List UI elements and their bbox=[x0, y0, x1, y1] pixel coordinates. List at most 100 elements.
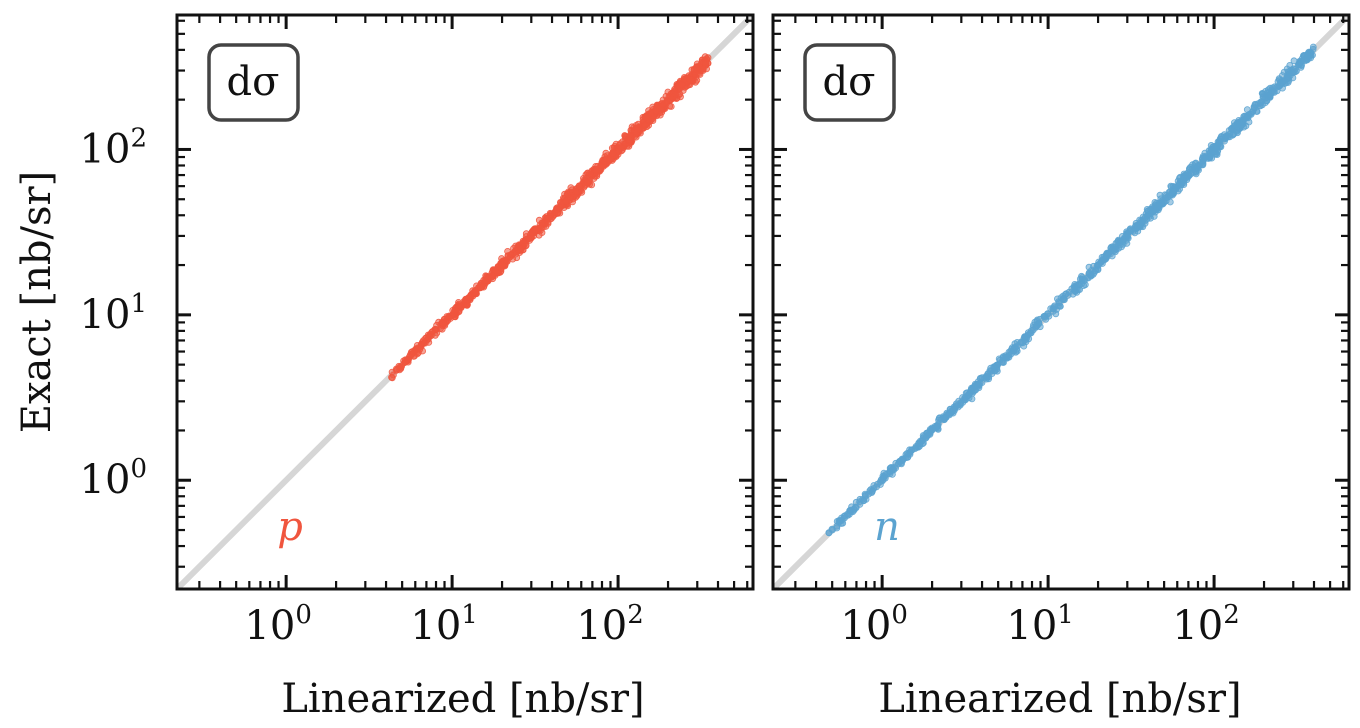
data-point-n bbox=[1152, 202, 1160, 210]
data-point-p bbox=[609, 150, 617, 158]
data-point-n bbox=[840, 512, 848, 520]
data-point-n bbox=[1216, 143, 1224, 151]
data-point-n bbox=[1144, 207, 1151, 215]
data-point-p bbox=[440, 321, 448, 329]
data-point-n bbox=[904, 453, 912, 461]
data-point-n bbox=[1022, 338, 1030, 346]
badge-text-right: dσ bbox=[823, 59, 876, 105]
data-point-p bbox=[388, 368, 396, 376]
data-point-p bbox=[517, 247, 524, 255]
data-point-p bbox=[678, 81, 686, 89]
data-point-n bbox=[856, 495, 864, 503]
data-point-n bbox=[1233, 127, 1241, 135]
data-point-p bbox=[563, 190, 571, 198]
data-point-p bbox=[659, 101, 667, 109]
axes-frame-left bbox=[175, 13, 755, 591]
x-tick-label: 100 bbox=[244, 600, 311, 649]
data-point-n bbox=[847, 507, 854, 515]
data-point-n bbox=[940, 415, 948, 423]
x-tick-label: 101 bbox=[410, 600, 477, 649]
data-point-p bbox=[695, 70, 703, 77]
data-point-n bbox=[977, 375, 984, 383]
data-point-n bbox=[1280, 77, 1288, 84]
data-point-p bbox=[652, 107, 660, 115]
plot-panel-right: 100 101 102 dσ n bbox=[771, 13, 1351, 649]
data-point-n bbox=[1123, 231, 1131, 239]
data-point-p bbox=[553, 205, 561, 213]
badge-box-left bbox=[207, 43, 300, 122]
y-tick-label: 102 bbox=[80, 123, 147, 172]
data-point-p bbox=[625, 142, 633, 150]
data-point-p bbox=[425, 338, 433, 346]
data-point-n bbox=[1253, 108, 1261, 115]
data-point-p bbox=[580, 174, 587, 182]
data-point-n bbox=[1054, 295, 1061, 303]
data-point-n bbox=[1090, 262, 1097, 270]
data-point-n bbox=[896, 457, 904, 465]
data-point-p bbox=[443, 313, 451, 320]
data-point-n bbox=[1296, 57, 1304, 65]
data-point-n bbox=[1078, 280, 1085, 288]
data-point-n bbox=[987, 367, 995, 375]
data-point-n bbox=[1003, 354, 1011, 362]
x-tick-label: 102 bbox=[576, 600, 643, 649]
data-point-p bbox=[455, 302, 463, 310]
badge-box-right bbox=[803, 43, 896, 122]
data-point-p bbox=[538, 219, 546, 227]
data-point-p bbox=[585, 170, 593, 178]
axes-frame-right bbox=[771, 13, 1351, 591]
series-n bbox=[825, 43, 1317, 537]
data-point-n bbox=[869, 487, 876, 494]
data-point-n bbox=[1126, 226, 1134, 234]
data-point-p bbox=[592, 166, 600, 174]
data-point-n bbox=[1010, 347, 1018, 355]
data-point-n bbox=[1198, 155, 1206, 163]
data-point-n bbox=[836, 517, 844, 524]
x-tick-label: 102 bbox=[1172, 600, 1239, 649]
data-point-p bbox=[618, 144, 625, 152]
plot-panel-left: 100 101 102 100 101 102 dσ p bbox=[80, 13, 755, 649]
y-axis-title: Exact [nb/sr] bbox=[14, 171, 60, 434]
data-point-n bbox=[934, 422, 942, 429]
data-point-n bbox=[1139, 223, 1147, 231]
data-point-p bbox=[472, 288, 480, 296]
data-point-n bbox=[1309, 45, 1317, 53]
data-point-n bbox=[1275, 82, 1283, 90]
data-point-p bbox=[538, 229, 546, 237]
data-point-p bbox=[465, 293, 473, 301]
data-point-n bbox=[1305, 50, 1313, 58]
data-point-n bbox=[1185, 172, 1193, 180]
x-tick-label: 100 bbox=[840, 600, 907, 649]
data-point-n bbox=[1053, 306, 1060, 313]
data-point-n bbox=[1087, 271, 1095, 279]
data-point-n bbox=[1169, 188, 1177, 196]
data-point-p bbox=[499, 262, 507, 270]
badge-text-left: dσ bbox=[227, 59, 280, 105]
data-point-p bbox=[632, 122, 640, 129]
data-point-n bbox=[1134, 227, 1142, 235]
y-tick-label: 101 bbox=[80, 289, 147, 338]
data-point-n bbox=[1101, 255, 1109, 263]
data-point-p bbox=[690, 65, 698, 73]
data-point-p bbox=[491, 266, 499, 274]
badge-right: dσ bbox=[803, 43, 896, 122]
data-point-n bbox=[1176, 174, 1183, 182]
data-point-p bbox=[416, 345, 424, 353]
data-point-p bbox=[463, 301, 471, 309]
data-point-n bbox=[1245, 118, 1253, 126]
data-point-p bbox=[562, 197, 570, 205]
data-point-p bbox=[498, 255, 506, 262]
data-point-n bbox=[882, 471, 889, 478]
data-point-n bbox=[1169, 182, 1177, 190]
data-point-p bbox=[602, 149, 610, 157]
data-point-n bbox=[1033, 322, 1040, 330]
data-point-p bbox=[645, 122, 652, 129]
data-point-n bbox=[1263, 97, 1270, 105]
data-point-n bbox=[1205, 154, 1213, 162]
data-point-p bbox=[578, 188, 586, 196]
data-point-n bbox=[1112, 248, 1119, 256]
data-point-p bbox=[702, 60, 710, 67]
data-point-n bbox=[957, 400, 964, 408]
data-point-p bbox=[449, 306, 457, 314]
data-point-p bbox=[575, 182, 583, 190]
